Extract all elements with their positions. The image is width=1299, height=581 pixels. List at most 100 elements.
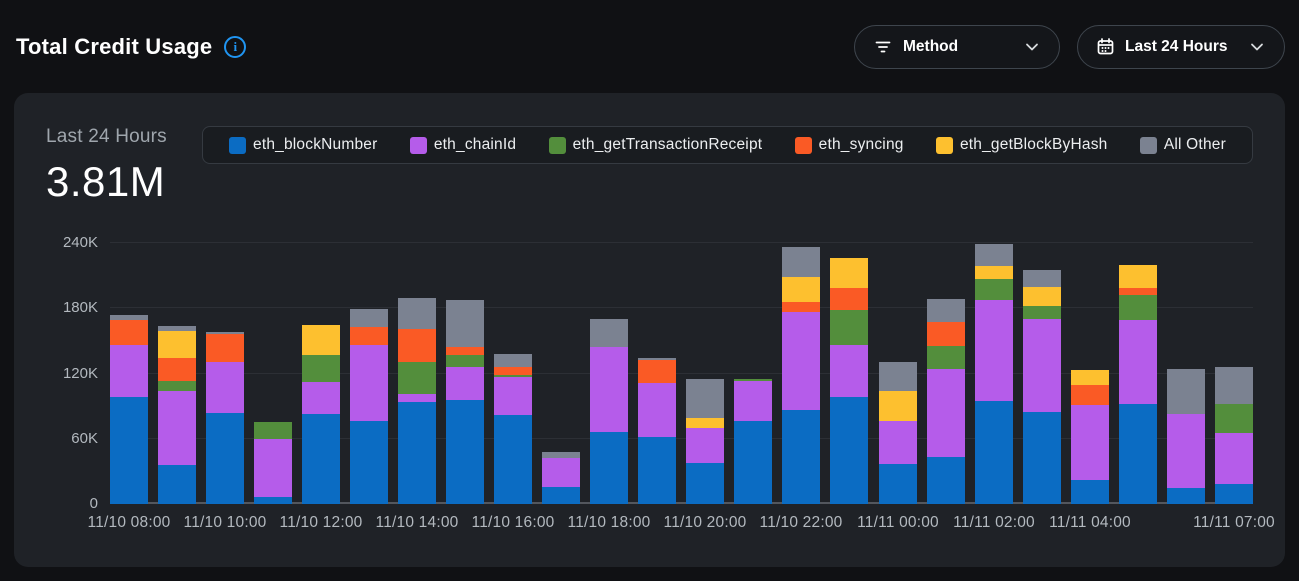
chart: 0 60K 120K 180K 240K (46, 234, 1253, 512)
x-tick-label: 11/11 07:00 (1193, 514, 1275, 531)
bar-segment (1022, 411, 1061, 504)
bar-segment (446, 366, 485, 400)
legend-label: eth_getBlockByHash (959, 136, 1108, 153)
header-controls: Method Last 24 Hours (854, 24, 1285, 69)
legend-label: eth_syncing (818, 136, 904, 153)
bar-segment (1070, 405, 1109, 481)
y-tick-label: 0 (89, 495, 98, 512)
bar-segment (110, 320, 148, 346)
bar (782, 247, 821, 504)
bar-segment (974, 278, 1013, 300)
bar-segment (446, 347, 485, 356)
bar-segment (350, 421, 389, 504)
bar-segment (830, 345, 869, 398)
legend-label: eth_blockNumber (253, 136, 378, 153)
bar-segment (206, 334, 245, 362)
bar-segment (830, 310, 869, 346)
calendar-icon (1097, 38, 1114, 55)
bar-segment (830, 397, 869, 504)
bar-segment (302, 355, 341, 383)
chart-legend: eth_blockNumber eth_chainId eth_getTransac… (202, 126, 1253, 164)
bar-segment (350, 309, 389, 327)
legend-item: eth_getTransactionReceipt (548, 136, 763, 154)
bar-segment (302, 382, 341, 414)
bar-segment (206, 412, 245, 504)
bar-segment (590, 347, 629, 433)
bar-segment (926, 369, 965, 458)
bar-segment (878, 421, 917, 464)
y-tick-label: 120K (62, 364, 98, 382)
bar-segment (974, 244, 1013, 266)
bar-segment (398, 394, 437, 402)
bar-segment (158, 464, 197, 504)
x-tick-labels: 11/10 08:00 11/10 10:00 11/10 12:00 11/10 1… (88, 504, 1275, 538)
bar-segment (1022, 319, 1061, 412)
bar-segment (974, 265, 1013, 279)
method-filter-button[interactable]: Method (854, 24, 1060, 69)
gridline (110, 437, 1253, 439)
bar-segment (782, 276, 821, 302)
bar-segment (398, 328, 437, 362)
header: Total Credit Usage i Method (0, 0, 1299, 93)
bar-segment (974, 299, 1013, 401)
y-tick-label: 240K (62, 234, 98, 251)
bar-segment (158, 358, 197, 382)
bar (206, 332, 245, 504)
bar (446, 299, 485, 504)
gridline (110, 372, 1253, 374)
legend-item: eth_getBlockByHash (935, 136, 1108, 154)
bar-segment (1166, 369, 1205, 414)
bar-segment (878, 361, 917, 391)
bar (1166, 369, 1205, 504)
bar-segment (350, 326, 389, 346)
y-axis: 0 60K 120K 180K 240K (46, 234, 110, 512)
bar-segment (782, 247, 821, 277)
bar-segment (350, 345, 389, 422)
legend-item: All Other (1139, 136, 1226, 154)
time-range-button[interactable]: Last 24 Hours (1077, 24, 1285, 69)
x-tick-label: 11/10 18:00 (567, 514, 651, 531)
bar-segment (926, 346, 965, 370)
bar-segment (590, 319, 629, 348)
y-tick-label: 180K (62, 299, 98, 317)
bar-segment (542, 451, 581, 459)
bar (1118, 264, 1157, 504)
gridline (110, 307, 1253, 309)
bar (542, 451, 581, 504)
bar-segment (254, 422, 293, 439)
x-tick-label: 11/10 08:00 (87, 514, 171, 531)
bar-segment (110, 397, 148, 504)
bar-segment (686, 418, 725, 428)
legend-swatch (794, 136, 812, 154)
info-icon[interactable]: i (224, 35, 247, 58)
bar-segment (1118, 295, 1157, 321)
legend-swatch (935, 136, 953, 154)
y-tick-label: 60K (71, 429, 98, 447)
bar-segment (782, 410, 821, 504)
summary-label: Last 24 Hours (46, 126, 167, 147)
x-tick-label: 11/10 12:00 (279, 514, 363, 531)
bar-segment (830, 287, 869, 311)
bar-segment (926, 457, 965, 504)
page-title: Total Credit Usage (16, 33, 213, 59)
bar-segment (158, 381, 197, 391)
bar-segment (1214, 403, 1253, 434)
bar (398, 298, 437, 504)
bar-segment (1166, 487, 1205, 504)
bar (590, 319, 629, 504)
bar-segment (830, 258, 869, 288)
credit-usage-dashboard: Total Credit Usage i Method (0, 0, 1299, 567)
bar-segment (494, 376, 533, 415)
bar (302, 324, 341, 504)
summary: Last 24 Hours 3.81M (46, 126, 202, 206)
bar-segment (1022, 306, 1061, 320)
bar-segment (1214, 433, 1253, 485)
bar-segment (782, 311, 821, 411)
bar-segment (398, 361, 437, 395)
bar (926, 298, 965, 504)
bar (830, 258, 869, 504)
x-tick-label: 11/11 04:00 (1049, 514, 1131, 531)
bar-segment (1022, 270, 1061, 287)
bar-segment (1166, 413, 1205, 488)
x-tick-label: 11/11 02:00 (953, 514, 1035, 531)
